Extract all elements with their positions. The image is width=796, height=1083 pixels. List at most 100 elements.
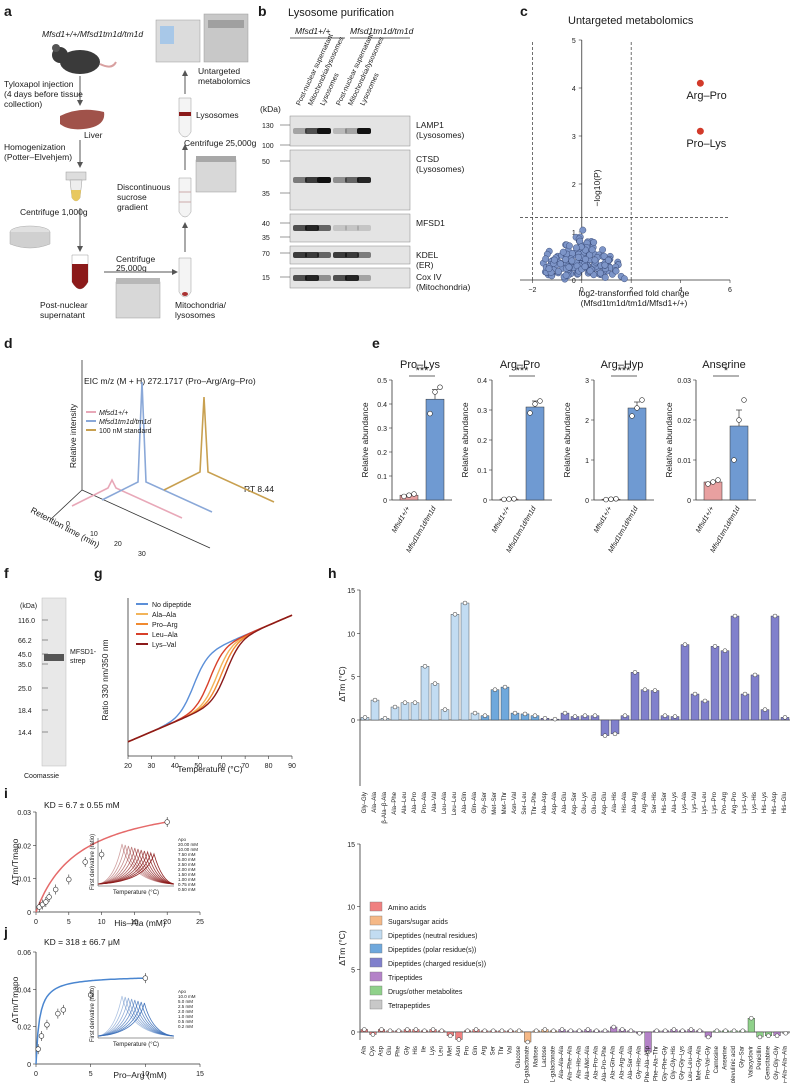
h-bottom-xlabel: Pro–Val–Gly [705, 1046, 711, 1079]
volcano-point [557, 260, 564, 268]
h-top-point [512, 710, 518, 716]
blot-band [293, 252, 307, 258]
eic-legend-label: 100 nM standard [99, 428, 152, 435]
h-bottom-point [362, 1027, 367, 1032]
genotype-label: Mfsd1+/+/Mfsd1tm1d/tm1d [42, 29, 143, 39]
volcano-point [568, 257, 576, 265]
eic-depth-axis [49, 489, 83, 521]
inset-legend-label: 0.5 mM [178, 1019, 193, 1024]
b-fit-curve [35, 977, 146, 1065]
h-top-point [722, 648, 728, 653]
mouse-icon [52, 44, 117, 74]
h-top-xlabel: Gly–Gly [362, 792, 368, 813]
g-xtick-label: 30 [148, 763, 156, 770]
h-bottom-point [568, 1028, 573, 1033]
h-top-xlabel: Ala–Ala [372, 791, 378, 812]
inset-curve [97, 848, 175, 885]
eic-trace [101, 381, 213, 513]
panel-d-eic: EIC m/z (M + H) 272.1717 (Pro–Arg/Arg–Pr… [29, 360, 275, 558]
blot-band [333, 177, 347, 183]
e-chart-title: Pro–Lys [400, 359, 440, 371]
e-xlabel-wt: Mfsd1+/+ [391, 506, 412, 535]
blot-marker: 35 [262, 235, 270, 242]
h-top-bar [630, 672, 640, 721]
blot-name: Cox IV [416, 272, 442, 282]
eic-rt-label: RT 8.44 [244, 484, 274, 494]
b-data-point [164, 819, 170, 825]
volcano-point [605, 256, 612, 264]
b-data-point [35, 1046, 41, 1052]
panel-label-j: j [3, 924, 8, 940]
e-point-wt [608, 496, 614, 502]
h-bottom-xlabel: Ala–Arg–Ala [619, 1045, 625, 1079]
homogenizer-icon [65, 171, 87, 202]
inset-legend-label: 5.0 mM [178, 999, 193, 1004]
inset-curve [97, 851, 175, 885]
blot-band [345, 275, 359, 281]
h-top-point [662, 713, 668, 718]
e-xlabel-wt: Mfsd1+/+ [593, 506, 614, 535]
h-bottom-xlabel: Maltose [533, 1045, 539, 1067]
h-top-xlabel: Gly–Ser [482, 792, 488, 814]
h-top-point [382, 716, 388, 721]
h-bottom-xlabel: Glu [387, 1046, 393, 1055]
h-top-point [732, 613, 738, 619]
g-xtick-label: 80 [265, 763, 273, 770]
b-data-point [44, 1022, 50, 1028]
eic-legend-label: Mfsd1tm1d/tm1d [99, 419, 152, 426]
inset-legend-label: 1.00 mM [178, 877, 196, 882]
blot-marker: 35 [262, 191, 270, 198]
e-point-wt [506, 496, 512, 502]
h-bottom-xlabel: Ala–Pro–Phe [602, 1045, 608, 1081]
e-ytick-label: 0.3 [377, 426, 387, 433]
h-bottom-xlabel: Gly–His–Ala [637, 1045, 643, 1079]
h-bottom-point [585, 1027, 591, 1032]
b-xtick-label: 0 [34, 919, 38, 926]
h-top-point [712, 644, 718, 649]
h-bottom-xlabel: Gemcitabine [766, 1045, 772, 1079]
e-point-ko [634, 405, 640, 411]
h-top-point [762, 707, 768, 712]
g-legend-label: No dipeptide [152, 602, 191, 609]
j-kd: KD = 318 ± 66.7 μM [44, 937, 120, 947]
h-top-bar [500, 686, 510, 721]
blot-sub: (Mitochondria) [416, 282, 470, 292]
h-top-bar [740, 693, 750, 721]
panel-label-i: i [4, 785, 8, 801]
e-point-wt [613, 496, 619, 502]
e-point-wt [406, 492, 412, 498]
h-top-bar [770, 615, 780, 721]
inset-xlabel: Temperature (°C) [113, 890, 159, 896]
h-top-point [412, 700, 418, 705]
h-top-xlabel: Ala–Glu [562, 792, 568, 813]
blot-marker: 50 [262, 159, 270, 166]
h-bottom-point [620, 1027, 625, 1032]
mito-line-2: lysosomes [175, 310, 215, 320]
h-bottom-point [551, 1028, 556, 1033]
panel-label-a: a [4, 3, 12, 19]
g-xlabel: Temperature (°C) [177, 764, 242, 774]
gradient-line-2: sucrose [117, 192, 147, 202]
liver-icon [60, 109, 105, 130]
e-point-wt [715, 477, 721, 483]
gel-band [44, 654, 64, 661]
g-curve [127, 614, 293, 743]
h-top-xlabel: β-Ala–β-Ala [382, 791, 388, 823]
h-legend-swatch [369, 957, 383, 968]
h-top-xlabel: Met–Ser [492, 792, 498, 815]
volcano-point [596, 269, 604, 277]
e-ytick-label: 0 [383, 498, 387, 505]
panel-label-d: d [4, 335, 13, 351]
volcano-point [562, 271, 570, 279]
h-top-point [622, 713, 628, 718]
h-bottom-point [542, 1027, 548, 1032]
inset-curve [97, 998, 175, 1037]
volcano-ytick-label: 3 [572, 134, 576, 141]
e-chart-title: Anserine [702, 359, 745, 371]
h-top-bar [460, 602, 470, 721]
inset-legend-label: 0.50 mM [178, 887, 196, 892]
h-bottom-point [774, 1033, 780, 1039]
inset-legend-label: 0.75 mM [178, 882, 196, 887]
h-bottom-xlabel: Leu [439, 1046, 445, 1056]
h-top-xlabel: Pro–Ala [422, 791, 428, 813]
